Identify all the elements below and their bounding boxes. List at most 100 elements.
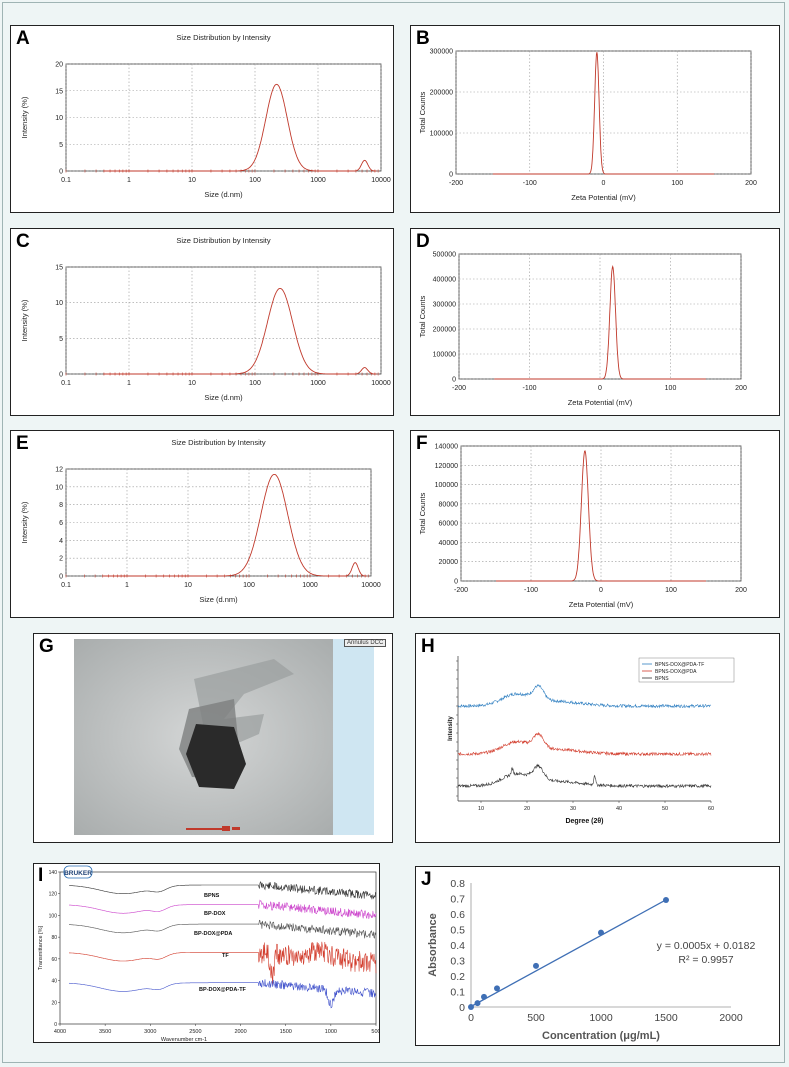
x-axis-title: Degree (2θ) — [565, 818, 603, 825]
y-tick-label: 300000 — [433, 302, 456, 309]
x-tick-label: 0 — [598, 385, 602, 392]
chart-a: 0.1 1 10 100 1000 10000 0 5 10 15 20 Size Distribut… — [20, 33, 391, 199]
panel-label-j: J — [421, 869, 432, 890]
y-tick-label: 0.7 — [450, 894, 465, 906]
y-tick-label: 140000 — [435, 444, 458, 451]
panel-c: 0.1 1 10 100 1000 10000 0 5 10 15 Size Distributio… — [10, 228, 394, 416]
y-tick-label: 6 — [59, 520, 63, 527]
y-axis-title: Intensity — [448, 716, 454, 741]
y-tick-label: 0 — [59, 169, 63, 176]
y-tick-label: 40 — [51, 979, 57, 985]
panel-label-d: D — [416, 231, 430, 252]
y-tick-label: 20 — [55, 62, 63, 69]
x-tick-label: 2500 — [189, 1029, 201, 1035]
y-axis-title: Total Counts — [418, 91, 427, 133]
y-tick-label: 10 — [55, 115, 63, 122]
y-tick-label: 0 — [54, 1022, 57, 1028]
scale-bar-end — [232, 827, 240, 830]
series-line-h-1 — [457, 731, 712, 757]
panel-label-g: G — [39, 636, 54, 657]
x-tick-label: 0 — [599, 587, 603, 594]
x-tick-label: 100 — [249, 380, 261, 387]
x-tick-label: 200 — [735, 587, 747, 594]
x-axis-title: Zeta Potential (mV) — [571, 193, 636, 202]
y-axis-title: Absorbance — [427, 913, 439, 977]
x-axis-title: Size (d.nm) — [204, 190, 243, 199]
panel-e: 0.1 1 10 100 1000 10000 0 2 4 6 8 10 12 Size Distribu… — [10, 430, 394, 618]
x-axis-title: Size (d.nm) — [199, 595, 238, 604]
y-tick-label: 4 — [59, 538, 63, 545]
x-tick-label: 100 — [665, 385, 677, 392]
x-tick-label: 200 — [745, 180, 757, 187]
y-axis-title: Total Counts — [418, 295, 427, 337]
series-line-f — [496, 450, 706, 582]
x-tick-label: 100 — [249, 177, 261, 184]
panel-label-e: E — [16, 433, 29, 454]
x-axis-title: Concentration (μg/mL) — [542, 1030, 660, 1042]
plot-frame-c — [65, 266, 382, 375]
tem-micrograph — [74, 639, 333, 835]
panel-label-c: C — [16, 231, 30, 252]
x-axis-title: Zeta Potential (mV) — [568, 398, 633, 407]
data-point — [494, 985, 500, 992]
chart-h: 10 20 30 40 50 60 Degree (2θ) Intensity BPNS-DOX… — [448, 656, 735, 825]
x-tick-label: 20 — [524, 806, 530, 812]
y-tick-label: 0.8 — [450, 878, 465, 890]
series-line-h-2 — [457, 763, 712, 789]
y-tick-label: 12 — [55, 467, 63, 474]
y-tick-label: 0.6 — [450, 909, 465, 921]
x-tick-label: 2000 — [719, 1012, 743, 1024]
series-line-b — [492, 52, 715, 175]
legend-label-h: BPNS-DOX@PDA-TF — [655, 662, 704, 668]
y-tick-label: 5 — [59, 336, 63, 343]
y-tick-label: 100000 — [435, 482, 458, 489]
x-tick-label: 50 — [662, 806, 668, 812]
y-tick-label: 200000 — [430, 90, 453, 97]
panel-label-i: I — [38, 865, 44, 886]
y-tick-label: 140 — [49, 870, 58, 876]
r-squared: R² = 0.9957 — [678, 954, 733, 966]
x-tick-label: 500 — [527, 1012, 545, 1024]
x-tick-label: 10000 — [371, 380, 391, 387]
y-tick-label: 0.1 — [450, 987, 465, 999]
y-tick-label: 60000 — [439, 521, 459, 528]
x-tick-label: 1 — [125, 582, 129, 589]
y-tick-label: 0 — [459, 1002, 465, 1014]
series-label-i: BP-DOX@PDA — [194, 931, 232, 937]
y-tick-label: 5 — [59, 142, 63, 149]
y-tick-label: 0 — [449, 172, 453, 179]
x-tick-label: 1500 — [280, 1029, 292, 1035]
panel-label-a: A — [16, 28, 30, 49]
x-tick-label: 100 — [671, 180, 683, 187]
x-tick-label: -200 — [454, 587, 468, 594]
y-tick-label: 8 — [59, 502, 63, 509]
x-tick-label: 0.1 — [61, 380, 71, 387]
data-point — [598, 929, 604, 936]
y-tick-label: 40000 — [439, 540, 459, 547]
legend-box-h — [638, 657, 735, 683]
x-tick-label: 4000 — [54, 1029, 66, 1035]
y-axis-title: Transmittance [%] — [38, 925, 44, 970]
bruker-logo-text: BRUKER — [64, 870, 92, 877]
panel-label-b: B — [416, 28, 430, 49]
x-tick-label: 10000 — [371, 177, 391, 184]
panel-i: 0 20 40 60 80 100 120 140 4000 3500 3000 2500 2000 15… — [33, 863, 380, 1043]
chart-f: -200 -100 0 100 200 0 20000 40000 60000 80000 1000… — [418, 444, 747, 610]
x-tick-label: 1000 — [310, 177, 326, 184]
x-tick-label: 1000 — [325, 1029, 337, 1035]
y-axis-title: Intensity (%) — [20, 96, 29, 138]
y-tick-label: 0 — [59, 574, 63, 581]
series-label-i: BP-DOX — [204, 911, 226, 917]
series-line-i-4 — [68, 979, 377, 1009]
chart-title: Size Distribution by Intensity — [171, 438, 265, 447]
panel-label-f: F — [416, 433, 428, 454]
panel-j: 0 0.1 0.2 0.3 0.4 0.5 0.6 0.7 0.8 0 500 1000 1500 200… — [415, 866, 780, 1046]
chart-d: -200 -100 0 100 200 0 100000 200000 300000 400000… — [418, 252, 747, 408]
x-tick-label: -200 — [452, 385, 466, 392]
scale-bar-marker — [222, 826, 230, 831]
x-tick-label: -100 — [524, 587, 538, 594]
x-tick-label: -100 — [522, 385, 536, 392]
x-tick-label: 10000 — [361, 582, 381, 589]
trendline-equation: y = 0.0005x + 0.0182 — [657, 940, 756, 952]
